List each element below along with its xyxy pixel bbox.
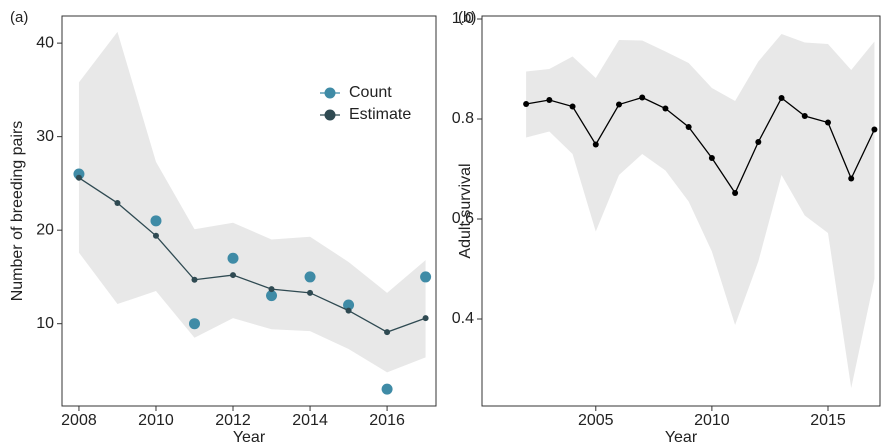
x-tick-label: 2012	[215, 412, 251, 429]
legend-label: Estimate	[349, 106, 411, 123]
point	[848, 175, 855, 182]
count-point	[188, 318, 200, 330]
x-axis-label: Year	[665, 429, 698, 446]
point	[592, 141, 599, 148]
count-point	[420, 271, 432, 283]
point	[114, 200, 121, 207]
point	[732, 190, 739, 196]
count-point	[381, 383, 393, 395]
point	[871, 126, 878, 133]
x-tick-label: 2010	[694, 412, 730, 429]
point	[778, 95, 785, 101]
point	[685, 124, 692, 130]
plot-frame	[61, 15, 437, 407]
panel-label: (a)	[10, 9, 28, 26]
point	[523, 101, 530, 107]
line	[526, 96, 876, 195]
point	[191, 276, 198, 283]
y-tick-label: 10	[36, 315, 54, 332]
point	[546, 97, 553, 103]
count-point	[150, 215, 162, 227]
point	[708, 155, 715, 161]
y-tick-label: 0.8	[452, 110, 474, 127]
legend-marker	[324, 109, 336, 121]
confidence-band	[526, 34, 875, 388]
legend-label: Count	[349, 84, 392, 101]
confidence-band	[78, 31, 426, 373]
point	[616, 101, 623, 108]
point	[824, 119, 831, 126]
y-axis-label: Number of breeding pairs	[9, 121, 26, 302]
legend-marker	[324, 87, 336, 99]
point	[345, 307, 352, 314]
point	[569, 103, 576, 110]
point	[639, 94, 646, 101]
count-point	[266, 290, 278, 302]
point	[230, 272, 237, 279]
point	[662, 105, 669, 112]
point	[422, 315, 429, 322]
x-tick-label: 2005	[578, 412, 614, 429]
y-tick-label: 0.6	[452, 210, 474, 227]
y-axis-label: Adult survival	[457, 163, 474, 258]
y-tick-label: 20	[36, 221, 54, 238]
y-tick-label: 30	[36, 128, 54, 145]
panel-label: (b)	[458, 9, 476, 26]
y-tick-label: 40	[36, 34, 54, 51]
y-tick-label: 1.0	[452, 10, 474, 27]
x-axis-label: Year	[233, 429, 266, 446]
x-tick-label: 2015	[810, 412, 846, 429]
point	[307, 289, 314, 296]
point	[75, 174, 82, 181]
point	[152, 232, 159, 239]
plot-frame	[481, 15, 881, 407]
x-tick-label: 2014	[292, 412, 328, 429]
point	[268, 286, 275, 293]
line	[78, 177, 426, 333]
x-tick-label: 2016	[369, 412, 405, 429]
x-tick-label: 2010	[138, 412, 174, 429]
y-tick-label: 0.4	[452, 310, 474, 327]
x-tick-label: 2008	[61, 412, 97, 429]
count-point	[304, 271, 316, 283]
point	[384, 329, 391, 336]
count-point	[227, 252, 239, 264]
point	[801, 113, 808, 119]
count-point	[343, 299, 355, 311]
point	[755, 139, 762, 145]
